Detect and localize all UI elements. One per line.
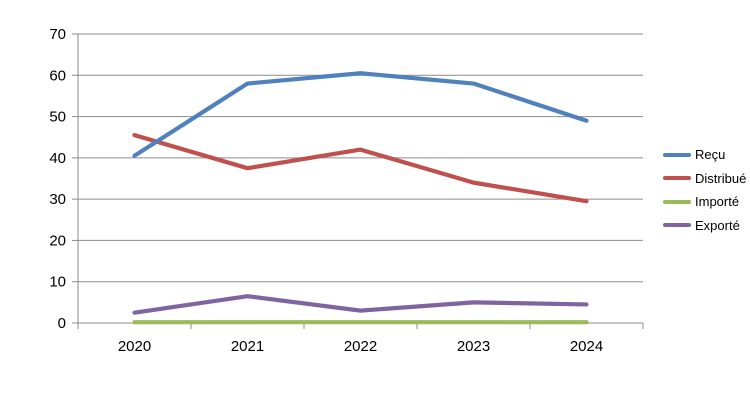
- legend-label-exporte: Exporté: [695, 217, 740, 233]
- x-tick-label-2021: 2021: [231, 338, 264, 355]
- y-tick-label-50: 50: [49, 109, 66, 126]
- axes: [72, 33, 644, 329]
- x-tick-label-2022: 2022: [344, 338, 377, 355]
- x-tick-label-2023: 2023: [457, 338, 490, 355]
- gridlines: [78, 33, 643, 324]
- x-axis-labels: 2020 2021 2022 2023 2024: [118, 338, 603, 355]
- legend-label-recu: Reçu: [695, 147, 726, 163]
- y-tick-label-10: 10: [49, 274, 66, 291]
- y-tick-label-0: 0: [58, 315, 66, 332]
- x-tick-label-2020: 2020: [118, 338, 151, 355]
- legend-swatch-distribue: [663, 176, 691, 181]
- legend-swatch-importe: [663, 199, 691, 204]
- y-tick-label-60: 60: [49, 67, 66, 84]
- y-axis-labels: 0 10 20 30 40 50 60 70: [49, 26, 66, 332]
- legend-item-recu: Reçu: [663, 143, 746, 167]
- x-tick-label-2024: 2024: [570, 338, 603, 355]
- legend: Reçu Distribué Importé Exporté: [663, 143, 746, 237]
- legend-swatch-recu: [663, 152, 691, 157]
- legend-label-distribue: Distribué: [695, 170, 747, 186]
- legend-label-importe: Importé: [695, 194, 740, 210]
- series-lines: [132, 71, 589, 325]
- series-line-exporte: [132, 294, 589, 315]
- legend-item-importe: Importé: [663, 190, 746, 214]
- series-line-distribue: [132, 133, 589, 204]
- series-line-recu: [132, 71, 589, 158]
- y-tick-label-70: 70: [49, 26, 66, 43]
- y-tick-label-30: 30: [49, 191, 66, 208]
- y-tick-label-20: 20: [49, 232, 66, 249]
- y-tick-label-40: 40: [49, 150, 66, 167]
- legend-swatch-exporte: [663, 223, 691, 228]
- legend-item-exporte: Exporté: [663, 214, 746, 238]
- legend-item-distribue: Distribué: [663, 167, 746, 191]
